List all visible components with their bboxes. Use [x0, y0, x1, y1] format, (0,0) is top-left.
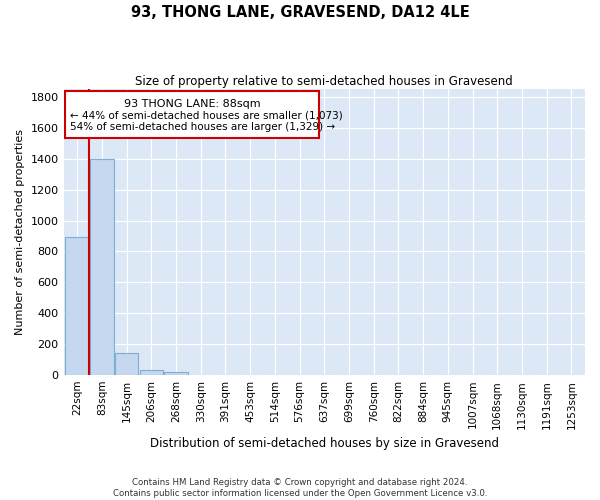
Text: 54% of semi-detached houses are larger (1,329) →: 54% of semi-detached houses are larger (… [70, 122, 335, 132]
Text: Contains HM Land Registry data © Crown copyright and database right 2024.
Contai: Contains HM Land Registry data © Crown c… [113, 478, 487, 498]
X-axis label: Distribution of semi-detached houses by size in Gravesend: Distribution of semi-detached houses by … [150, 437, 499, 450]
Title: Size of property relative to semi-detached houses in Gravesend: Size of property relative to semi-detach… [136, 75, 513, 88]
Text: 93 THONG LANE: 88sqm: 93 THONG LANE: 88sqm [124, 99, 260, 109]
Bar [115, 354, 139, 375]
Bar [90, 158, 113, 375]
Text: 93, THONG LANE, GRAVESEND, DA12 4LE: 93, THONG LANE, GRAVESEND, DA12 4LE [131, 5, 469, 20]
Bar [164, 372, 188, 375]
Text: ← 44% of semi-detached houses are smaller (1,073): ← 44% of semi-detached houses are smalle… [70, 111, 343, 121]
Bar [140, 370, 163, 375]
Bar [65, 237, 89, 375]
Y-axis label: Number of semi-detached properties: Number of semi-detached properties [15, 129, 25, 335]
FancyBboxPatch shape [65, 90, 319, 138]
